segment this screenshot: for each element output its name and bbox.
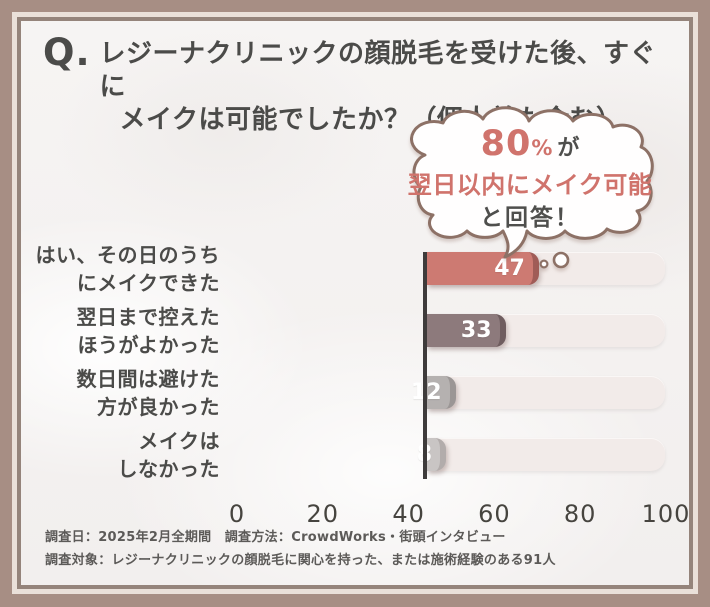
bar-row-label: 翌日まで控えた ほうがよかった	[31, 303, 227, 359]
bubble-text: 80% が 翌日以内にメイク可能 と回答！	[405, 122, 655, 234]
survey-notes-line1: 調査日：2025年2月全期間 調査方法：CrowdWorks・街頭インタビュー	[45, 530, 506, 545]
bar-row-label-line2: 方が良かった	[97, 394, 220, 419]
question-q-label: Q.	[43, 31, 91, 74]
survey-notes-line2: 調査対象：レジーナクリニックの顔脱毛に関心を持った、または施術経験のある91人	[45, 552, 556, 568]
bubble-tail-dot-small	[539, 259, 549, 269]
x-tick: 60	[478, 500, 511, 528]
bar-row-label-line1: 翌日まで控えた	[76, 304, 220, 329]
x-tick: 80	[563, 500, 597, 528]
x-tick: 40	[392, 500, 425, 528]
bar-row: 翌日まで控えた ほうがよかった 33	[31, 305, 665, 357]
bar-row-label-line1: はい、その日のうち	[35, 242, 220, 267]
bar-row: はい、その日のうち にメイクできた 47	[31, 243, 665, 479]
x-tick: 100	[641, 500, 691, 528]
y-axis-line	[423, 252, 427, 479]
bar-track: 33	[427, 314, 665, 347]
bar-track: 47	[427, 252, 665, 285]
x-tick: 20	[306, 500, 340, 528]
bubble-kaito-text: と回答！	[480, 204, 580, 231]
bubble-stat-value: 80	[480, 124, 532, 164]
bubble-answer-text: 翌日以内にメイク可能	[407, 170, 653, 199]
bubble-suffix: が	[557, 136, 580, 161]
bar-track-area: 8	[227, 438, 665, 471]
bar-fill: 33	[427, 314, 506, 347]
bar-track: 12	[411, 376, 665, 409]
x-tick: 0	[228, 500, 246, 528]
bar-fill: 12	[411, 376, 456, 409]
bar-row-label-line1: 数日間は避けた	[76, 366, 220, 391]
bar-chart: はい、その日のうち にメイクできた 47 翌日まで控えた ほうがよかった	[31, 243, 665, 500]
bar-row-label-line2: にメイクできた	[76, 270, 220, 295]
bar-value-label: 33	[460, 318, 492, 343]
bar-row-label: 数日間は避けた 方が良かった	[31, 365, 227, 421]
question-text-line1: レジーナクリニックの顔脱毛を受けた後、すぐに	[99, 39, 657, 103]
bar-fill: 8	[417, 438, 447, 471]
bar-track-area: 47	[227, 252, 665, 479]
bar-value-label: 47	[494, 256, 525, 281]
bar-row: 数日間は避けた 方が良かった 12	[31, 367, 665, 419]
bar-track-area: 12	[227, 376, 665, 409]
bar-fill: 47	[427, 252, 539, 285]
bar-row: メイクは しなかった 8	[31, 429, 665, 481]
bubble-tail-dot-large	[552, 251, 570, 269]
bubble-percent-sign: %	[531, 136, 553, 160]
bar-track-area: 33	[227, 314, 665, 347]
bar-row-label: はい、その日のうち にメイクできた	[31, 241, 227, 297]
bar-track: 8	[417, 438, 665, 471]
bar-row-label: メイクは しなかった	[31, 427, 227, 483]
infographic-card: Q. レジーナクリニックの顔脱毛を受けた後、すぐに メイクは可能でしたか？（個人…	[17, 17, 693, 589]
speech-bubble: 80% が 翌日以内にメイク可能 と回答！	[405, 106, 657, 279]
x-axis-ticks: 0 20 40 60 80 100	[229, 500, 690, 530]
bar-row-label-line2: ほうがよかった	[77, 332, 220, 357]
bar-value-label: 8	[417, 442, 440, 467]
bar-row-label-line2: しなかった	[117, 456, 220, 481]
bar-value-label: 12	[411, 380, 450, 405]
bubble-stat-line: 80% が	[405, 122, 655, 168]
speech-bubble-cloud-shape	[410, 106, 654, 269]
survey-notes: 調査日：2025年2月全期間 調査方法：CrowdWorks・街頭インタビュー …	[45, 527, 673, 573]
bar-row-label-line1: メイクは	[138, 428, 220, 453]
